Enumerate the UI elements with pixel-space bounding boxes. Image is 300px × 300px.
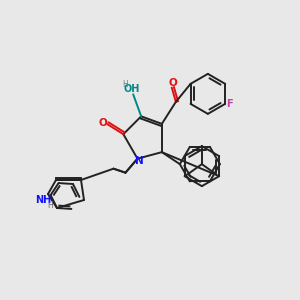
Text: H: H [122, 80, 128, 89]
Text: O: O [99, 118, 108, 128]
Text: OH: OH [124, 84, 140, 94]
Text: O: O [169, 78, 177, 88]
Text: NH: NH [35, 195, 51, 205]
Text: N: N [135, 156, 144, 166]
Text: F: F [226, 99, 232, 109]
Text: H: H [47, 202, 53, 211]
